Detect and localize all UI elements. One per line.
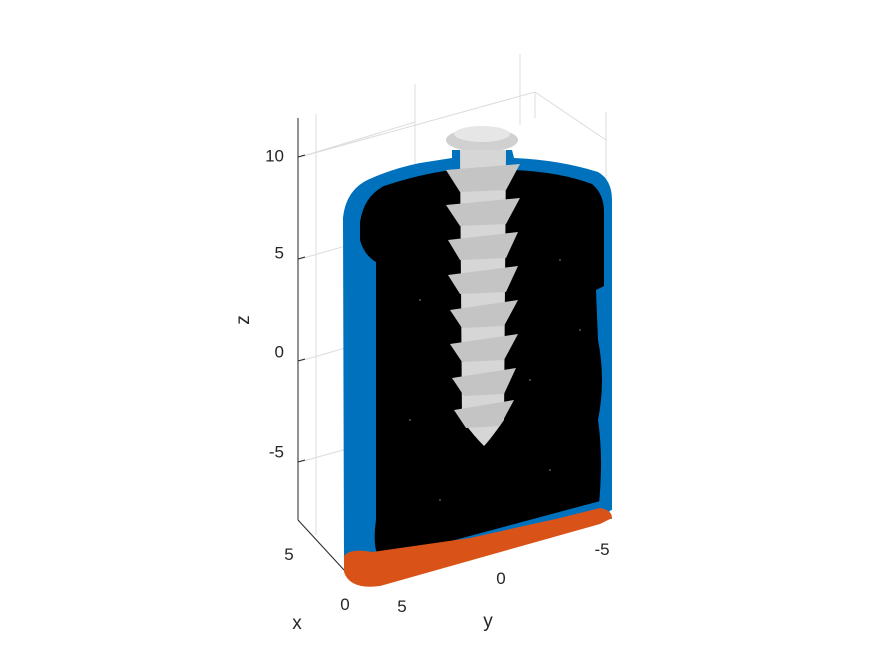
y-tick-label: -5 bbox=[594, 540, 609, 559]
screw-threads bbox=[446, 164, 520, 428]
speckle bbox=[439, 499, 441, 501]
speckle bbox=[419, 299, 421, 301]
z-tick-5 bbox=[297, 256, 306, 260]
screw-thread bbox=[448, 232, 518, 260]
y-tick-label: 0 bbox=[496, 569, 505, 588]
z-tick-minus5 bbox=[297, 459, 306, 463]
z-tick-labels: 10 5 0 -5 bbox=[265, 146, 284, 461]
screw-thread bbox=[446, 198, 520, 226]
y-tick-label: 5 bbox=[397, 597, 406, 616]
speckle bbox=[559, 259, 561, 261]
screw-thread bbox=[450, 334, 518, 362]
speckle bbox=[549, 469, 551, 471]
speckle bbox=[529, 379, 531, 381]
bottom-boundary-orange bbox=[344, 508, 612, 587]
outer-shell-blue-right bbox=[596, 282, 612, 514]
z-tick-label: -5 bbox=[269, 442, 284, 461]
y-axis-label: y bbox=[483, 611, 493, 632]
screw-thread bbox=[450, 300, 518, 328]
z-tick-label: 10 bbox=[265, 146, 284, 165]
screw-thread bbox=[452, 368, 516, 396]
screw-thread bbox=[446, 164, 520, 192]
z-axis-label: z bbox=[233, 315, 254, 325]
back-top-edge-left bbox=[299, 91, 536, 158]
z-tick-0 bbox=[297, 358, 306, 362]
z-tick-label: 0 bbox=[275, 342, 284, 361]
screw-head-top bbox=[454, 126, 510, 142]
back-top-edge-right bbox=[534, 91, 607, 141]
z-tick-label: 5 bbox=[275, 243, 284, 262]
screw-thread bbox=[448, 266, 518, 294]
screw-thread bbox=[454, 400, 514, 428]
interior-speckles bbox=[409, 259, 581, 501]
x-tick-labels: 5 0 bbox=[284, 545, 349, 614]
x-tick-label: 0 bbox=[340, 595, 349, 614]
z-tick-10 bbox=[297, 154, 306, 158]
x-axis-label: x bbox=[292, 613, 302, 634]
screw bbox=[446, 126, 520, 446]
grid-z10 bbox=[299, 121, 416, 158]
speckle bbox=[579, 329, 581, 331]
x-tick-label: 5 bbox=[284, 545, 293, 564]
y-tick-labels: 5 0 -5 bbox=[397, 540, 609, 616]
speckle bbox=[409, 419, 411, 421]
screw-shaft bbox=[460, 150, 506, 446]
